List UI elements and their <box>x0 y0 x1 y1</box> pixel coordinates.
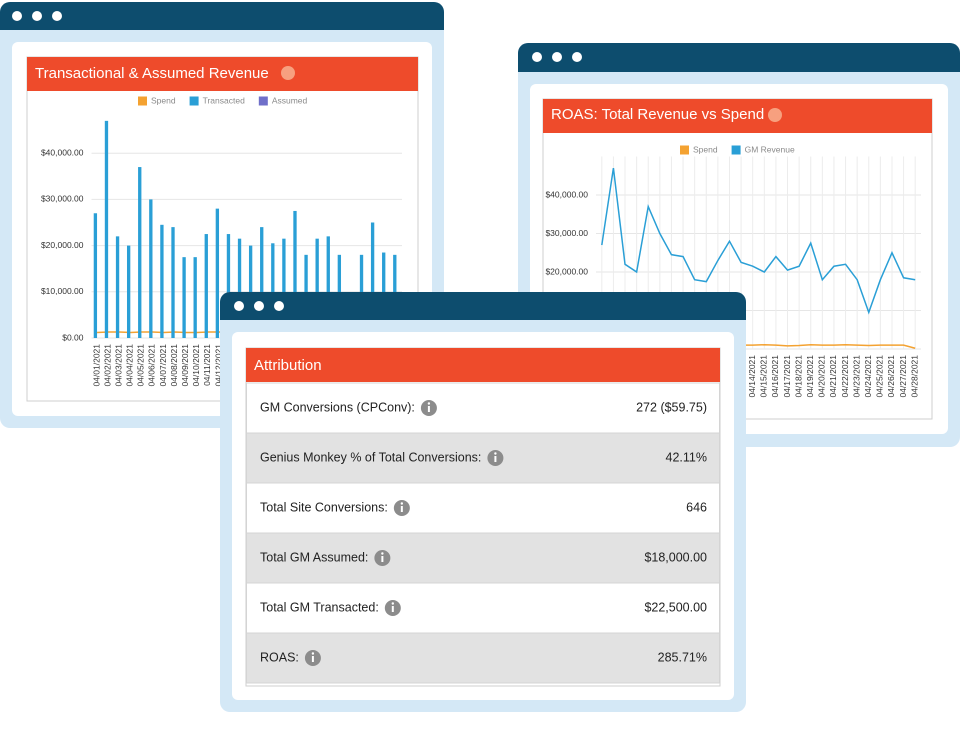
row-value: 646 <box>686 500 707 514</box>
x-tick-label: 04/19/2021 <box>805 355 815 398</box>
y-tick-label: $10,000.00 <box>41 286 84 296</box>
x-tick-label: 04/10/2021 <box>191 344 201 387</box>
x-tick-label: 04/06/2021 <box>147 344 157 387</box>
x-tick-label: 04/11/2021 <box>202 344 212 386</box>
row-label: ROAS: <box>260 650 299 664</box>
x-tick-label: 04/16/2021 <box>770 355 780 398</box>
legend-swatch <box>680 146 689 155</box>
x-tick-label: 04/09/2021 <box>180 344 190 387</box>
window: Attribution GM Conversions (CPConv): 272 (… <box>220 292 746 712</box>
row-label: Total GM Transacted: <box>260 600 379 614</box>
bar <box>171 227 174 338</box>
row-label: Genius Monkey % of Total Conversions: <box>260 450 481 464</box>
legend-swatch <box>190 97 199 106</box>
info-icon-glyph <box>381 556 383 562</box>
bar <box>116 236 119 338</box>
x-tick-label: 04/02/2021 <box>102 344 112 387</box>
y-tick-label: $30,000.00 <box>41 194 84 204</box>
x-tick-label: 04/24/2021 <box>863 355 873 398</box>
legend-swatch <box>138 97 147 106</box>
info-icon-glyph <box>401 502 403 504</box>
x-tick-label: 04/26/2021 <box>886 355 896 398</box>
chart-title: Transactional & Assumed Revenue <box>35 65 269 82</box>
x-tick-label: 04/22/2021 <box>840 355 850 398</box>
legend-label: Assumed <box>272 95 308 105</box>
x-tick-label: 04/20/2021 <box>817 355 827 398</box>
info-icon-glyph <box>428 402 430 404</box>
legend-swatch <box>259 97 268 106</box>
x-tick-label: 04/17/2021 <box>782 355 792 398</box>
bar <box>205 234 208 338</box>
x-tick-label: 04/28/2021 <box>909 355 919 398</box>
info-icon-glyph <box>392 602 394 604</box>
row-value: $22,500.00 <box>644 600 707 614</box>
info-icon-glyph <box>312 656 314 662</box>
x-tick-label: 04/15/2021 <box>759 355 769 398</box>
legend-label: GM Revenue <box>745 144 795 154</box>
y-tick-label: $30,000.00 <box>545 228 588 238</box>
x-tick-label: 04/23/2021 <box>851 355 861 398</box>
info-icon-glyph <box>381 552 383 554</box>
info-icon-glyph <box>401 506 403 512</box>
info-icon-glyph <box>494 456 496 462</box>
info-icon-glyph <box>392 606 394 612</box>
y-tick-label: $40,000.00 <box>545 189 588 199</box>
row-value: 272 ($59.75) <box>636 400 707 414</box>
row-label: GM Conversions (CPConv): <box>260 400 415 414</box>
row-label: Total Site Conversions: <box>260 500 388 514</box>
bar <box>160 225 163 338</box>
bar <box>194 257 197 338</box>
legend-swatch <box>732 146 741 155</box>
bar <box>182 257 185 338</box>
info-icon-glyph <box>494 452 496 454</box>
y-tick-label: $20,000.00 <box>545 266 588 276</box>
legend-label: Transacted <box>203 95 245 105</box>
x-tick-label: 04/01/2021 <box>91 344 101 387</box>
row-label: Total GM Assumed: <box>260 550 368 564</box>
bar <box>105 121 108 338</box>
x-tick-label: 04/07/2021 <box>158 344 168 387</box>
x-tick-label: 04/08/2021 <box>169 344 179 387</box>
x-tick-label: 04/25/2021 <box>875 355 885 398</box>
chart-title: ROAS: Total Revenue vs Spend <box>551 106 764 123</box>
x-tick-label: 04/03/2021 <box>113 344 123 387</box>
x-tick-label: 04/27/2021 <box>898 355 908 398</box>
bar <box>149 199 152 338</box>
row-value: 42.11% <box>666 450 707 464</box>
legend-label: Spend <box>693 144 718 154</box>
info-icon-glyph <box>312 652 314 654</box>
x-tick-label: 04/04/2021 <box>125 344 135 387</box>
y-tick-label: $0.00 <box>62 332 84 342</box>
y-tick-label: $40,000.00 <box>41 147 84 157</box>
x-tick-label: 04/18/2021 <box>793 355 803 398</box>
bar <box>138 167 141 338</box>
info-icon-glyph <box>428 406 430 412</box>
bar <box>216 209 219 338</box>
table-title: Attribution <box>254 357 322 374</box>
y-tick-label: $20,000.00 <box>41 240 84 250</box>
row-value: $18,000.00 <box>644 550 707 564</box>
legend-label: Spend <box>151 95 176 105</box>
x-tick-label: 04/14/2021 <box>747 355 757 398</box>
x-tick-label: 04/05/2021 <box>136 344 146 387</box>
x-tick-label: 04/21/2021 <box>828 355 838 398</box>
bar <box>127 246 130 338</box>
bar <box>94 213 97 338</box>
row-value: 285.71% <box>658 650 707 664</box>
